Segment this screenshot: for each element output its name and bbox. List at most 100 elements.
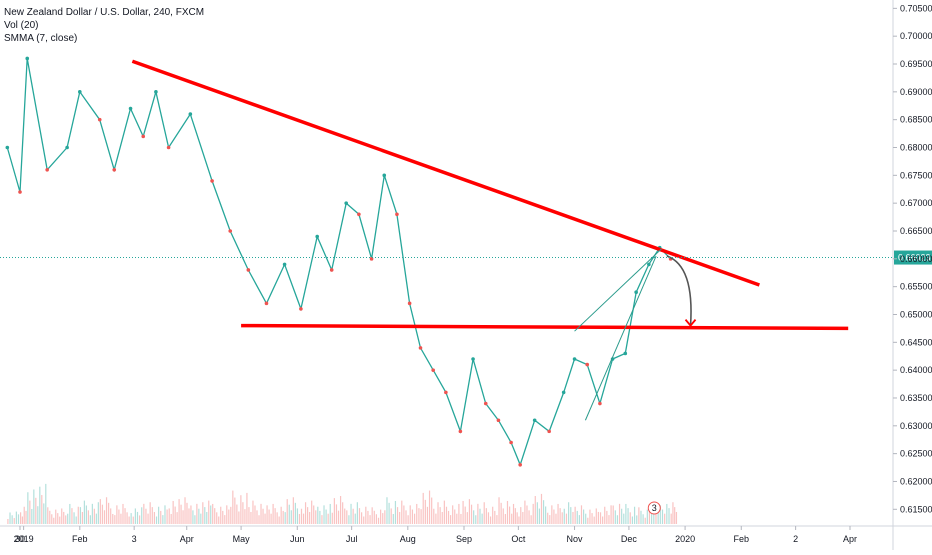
- price-point: [382, 173, 387, 178]
- y-tick-label: 0.68500: [900, 115, 932, 125]
- volume-bar: [202, 502, 204, 524]
- volume-bar: [526, 505, 528, 524]
- volume-bar: [506, 500, 509, 524]
- x-tick-label: Nov: [567, 534, 584, 544]
- trendline-thin: [584, 255, 657, 421]
- volume-bar: [315, 510, 317, 524]
- volume-bar: [540, 493, 543, 524]
- volume-bar: [416, 503, 418, 524]
- volume-bar: [256, 510, 258, 524]
- volume-bar: [616, 515, 619, 524]
- volume-bar: [580, 505, 583, 524]
- volume-bar: [288, 504, 290, 524]
- y-tick-label: 0.68000: [900, 143, 932, 153]
- y-tick-label: 0.63000: [900, 421, 932, 431]
- volume-bar: [327, 513, 329, 524]
- volume-bar: [464, 506, 466, 524]
- volume-bar: [200, 513, 202, 524]
- volume-bar: [502, 508, 504, 524]
- volume-bar: [196, 503, 198, 524]
- volume-bar: [166, 509, 168, 524]
- volume-bar: [675, 511, 678, 524]
- volume-bar: [411, 509, 414, 524]
- smma-indicator-label[interactable]: SMMA (7, close): [4, 33, 78, 44]
- volume-bar: [377, 517, 380, 524]
- price-point: [532, 418, 537, 423]
- price-point: [329, 268, 334, 272]
- volume-bar: [83, 500, 85, 524]
- volume-bar: [348, 515, 350, 524]
- price-point: [299, 307, 303, 311]
- volume-bar: [313, 505, 315, 524]
- volume-bar: [418, 508, 420, 524]
- volume-bar: [524, 500, 526, 524]
- volume-bar: [396, 507, 399, 524]
- volume-bar: [547, 512, 549, 524]
- volume-bar: [37, 506, 39, 524]
- price-point: [561, 390, 566, 395]
- price-point: [357, 212, 361, 217]
- volume-bar: [361, 512, 363, 524]
- volume-bar: [344, 508, 346, 524]
- volume-bar: [659, 505, 661, 524]
- volume-bar: [234, 497, 236, 524]
- volume-bar: [224, 515, 226, 524]
- volume-bar: [470, 504, 473, 524]
- volume-bar: [178, 499, 180, 524]
- volume-bar: [105, 497, 108, 524]
- volume-bar: [561, 512, 563, 524]
- volume-bar: [514, 508, 516, 524]
- volume-bar: [380, 509, 382, 524]
- volume-bar: [176, 512, 178, 524]
- volume-bar: [462, 500, 464, 524]
- volume-bar: [51, 514, 53, 524]
- volume-bar: [407, 515, 409, 524]
- volume-bar: [244, 509, 246, 524]
- volume-bar: [270, 513, 272, 524]
- volume-bar: [331, 512, 333, 524]
- volume-bar: [246, 492, 248, 524]
- volume-bar: [204, 507, 206, 524]
- price-point: [18, 190, 22, 194]
- volume-bar: [431, 497, 433, 524]
- volume-bar: [589, 509, 591, 524]
- price-point: [444, 390, 448, 395]
- price-point: [431, 368, 435, 372]
- price-point: [496, 418, 501, 423]
- volume-bar: [317, 506, 319, 524]
- symbol-label[interactable]: New Zealand Dollar / U.S. Dollar, 240, F…: [4, 7, 205, 18]
- volume-bar: [587, 517, 589, 524]
- y-tick-label: 0.62000: [900, 476, 932, 486]
- x-tick-label: May: [233, 534, 251, 544]
- volume-bar: [576, 510, 578, 524]
- volume-bar: [500, 502, 502, 524]
- volume-bar: [168, 508, 170, 524]
- volume-bar: [614, 510, 616, 524]
- volume-indicator-label[interactable]: Vol (20): [4, 20, 39, 31]
- volume-bar: [602, 516, 604, 524]
- volume-bar: [49, 510, 51, 524]
- volume-bar: [382, 513, 384, 524]
- volume-bar: [276, 512, 278, 524]
- volume-bar: [145, 508, 147, 524]
- volume-bar: [481, 513, 483, 524]
- volume-bar: [342, 502, 344, 524]
- volume-bar: [77, 506, 79, 524]
- volume-bar: [39, 486, 41, 524]
- volume-bar: [337, 510, 340, 524]
- volume-bar: [511, 513, 513, 524]
- chart-legend[interactable]: New Zealand Dollar / U.S. Dollar, 240, F…: [4, 6, 204, 45]
- volume-bar: [392, 513, 394, 524]
- volume-bar: [565, 513, 568, 524]
- volume-bar: [646, 509, 648, 524]
- x-tick-label: 2019: [14, 534, 34, 544]
- volume-bar: [627, 508, 629, 524]
- volume-bar: [557, 503, 559, 524]
- volume-bar: [369, 515, 371, 524]
- volume-bar: [672, 502, 674, 524]
- volume-bar: [118, 509, 120, 524]
- volume-bar: [93, 508, 95, 524]
- y-tick-label: 0.66500: [900, 226, 932, 236]
- volume-bar: [45, 483, 47, 524]
